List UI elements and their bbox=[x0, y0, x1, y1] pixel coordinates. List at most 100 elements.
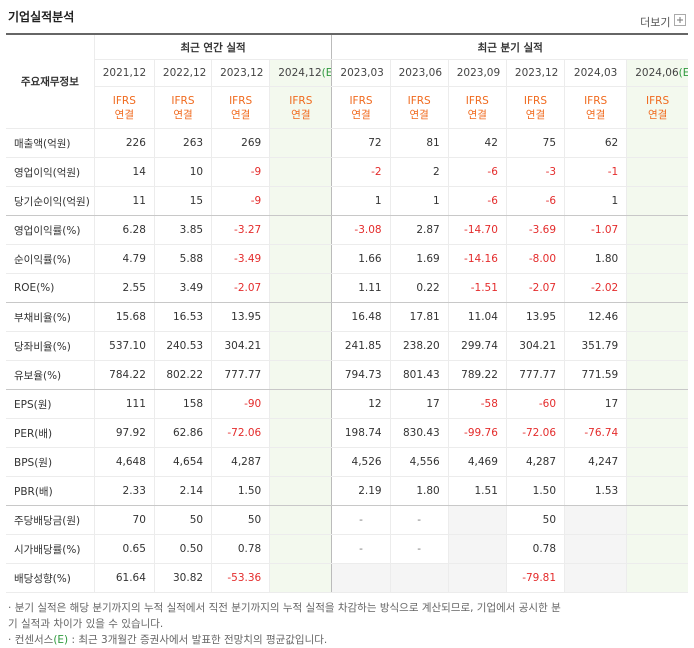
value-cell: 4,287 bbox=[505, 447, 565, 477]
value-cell: 789.22 bbox=[447, 360, 507, 390]
data-row: EPS(원) 111 158 -90 12 17 -58 -60 17 bbox=[6, 389, 688, 419]
value-cell: 62 bbox=[564, 128, 627, 158]
data-row: 영업이익률(%) 6.28 3.85 -3.27 -3.08 2.87 -14.70 -3.6… bbox=[6, 215, 688, 245]
value-cell: -14.16 bbox=[447, 244, 507, 274]
date: 2022,12 bbox=[162, 67, 207, 79]
estimate-mark: (E) bbox=[678, 67, 688, 79]
column-date: 2024,06(E) bbox=[626, 59, 688, 87]
value-cell: 2.33 bbox=[93, 476, 155, 506]
value-cell: 158 bbox=[153, 389, 212, 419]
data-row: 주당배당금(원) 70 50 50- -50 bbox=[6, 505, 688, 535]
value-cell bbox=[447, 505, 507, 535]
data-row: 당좌비율(%) 537.10 240.53 304.21 241.85 238.20 299… bbox=[6, 331, 688, 361]
standard: IFRS bbox=[407, 94, 431, 107]
value-cell bbox=[626, 302, 688, 332]
data-row: BPS(원) 4,648 4,654 4,287 4,526 4,556 4,469 4,28… bbox=[6, 447, 688, 477]
column-standard: IFRS 연결 bbox=[505, 86, 565, 129]
value-cell: 61.64 bbox=[93, 563, 155, 593]
estimate-mark: (E) bbox=[321, 67, 332, 79]
column-date: 2024,03 bbox=[564, 59, 627, 87]
value-cell: 6.28 bbox=[93, 215, 155, 245]
value-cell bbox=[626, 157, 688, 187]
row-label: 당좌비율(%) bbox=[6, 331, 95, 361]
value-cell: 226 bbox=[93, 128, 155, 158]
row-label: PER(배) bbox=[6, 418, 95, 448]
value-cell: 15 bbox=[153, 186, 212, 216]
value-cell: 4,648 bbox=[93, 447, 155, 477]
standard: IFRS bbox=[112, 94, 136, 107]
more-icon[interactable] bbox=[674, 14, 686, 26]
value-cell bbox=[269, 157, 332, 187]
note: · 컨센서스(E) : 최근 3개월간 증권사에서 발표한 전망치의 평균값입니… bbox=[8, 634, 328, 646]
value-cell: -3.08 bbox=[331, 215, 391, 245]
more-text[interactable]: 더보기 bbox=[640, 16, 671, 29]
value-cell bbox=[269, 563, 332, 593]
value-cell: 830.43 bbox=[389, 418, 449, 448]
value-cell bbox=[626, 215, 688, 245]
row-label: 부채비율(%) bbox=[6, 302, 95, 332]
column-standard: IFRS 연결 bbox=[93, 86, 155, 129]
section-title: 기업실적분석 bbox=[8, 10, 75, 24]
value-cell: 81 bbox=[389, 128, 449, 158]
value-cell bbox=[269, 360, 332, 390]
value-cell: 1.66 bbox=[331, 244, 391, 274]
date: 2023,12 bbox=[220, 67, 264, 79]
scope: 연결 bbox=[291, 108, 311, 121]
column-standard: IFRS 연결 bbox=[331, 86, 391, 129]
column-standard: IFRS 연결 bbox=[389, 86, 449, 129]
value-cell: 4,556 bbox=[389, 447, 449, 477]
scope: 연결 bbox=[647, 108, 668, 121]
value-cell: 15.68 bbox=[93, 302, 155, 332]
value-cell: 1.80 bbox=[389, 476, 449, 506]
value-cell bbox=[269, 389, 332, 419]
value-cell: 50 bbox=[153, 505, 212, 535]
value-cell: 2.55 bbox=[93, 273, 155, 303]
value-cell: 16.53 bbox=[153, 302, 212, 332]
value-cell: 0.22 bbox=[389, 273, 449, 303]
date: 2024,12 bbox=[278, 67, 322, 79]
value-cell: 2.14 bbox=[153, 476, 212, 506]
value-cell: -1 bbox=[564, 157, 627, 187]
value-cell: - bbox=[331, 534, 391, 564]
header-row: IFRS 연결 IFRS 연결 IFRS 연결 IFRS 연결 IFRS 연결 IFRS 연결 IFRS… bbox=[6, 86, 688, 129]
column-date: 2023,12 bbox=[505, 59, 565, 87]
value-cell: 14 bbox=[93, 157, 155, 187]
scope: 연결 bbox=[230, 108, 251, 121]
value-cell: 198.74 bbox=[331, 418, 391, 448]
value-cell bbox=[626, 418, 688, 448]
data-row: ROE(%) 2.55 3.49 -2.07 1.11 0.22 -1.51 -2.07 -2.… bbox=[6, 273, 688, 303]
scope: 연결 bbox=[525, 108, 546, 121]
value-cell: -79.81 bbox=[505, 563, 565, 593]
value-cell bbox=[269, 534, 332, 564]
value-cell: 12.46 bbox=[564, 302, 627, 332]
column-standard: IFRS 연결 bbox=[269, 86, 332, 129]
data-row: 순이익률(%) 4.79 5.88 -3.49 1.66 1.69 -14.16 -8.00 1… bbox=[6, 244, 688, 274]
value-cell bbox=[626, 505, 688, 535]
value-cell: 10 bbox=[153, 157, 212, 187]
more-link[interactable]: 더보기 bbox=[640, 14, 686, 30]
value-cell: 97.92 bbox=[93, 418, 155, 448]
value-cell: 13.95 bbox=[211, 302, 270, 332]
value-cell: - bbox=[331, 505, 391, 535]
row-label: 당기순이익(억원) bbox=[6, 186, 95, 216]
value-cell bbox=[447, 563, 507, 593]
date: 2023,03 bbox=[340, 67, 384, 79]
row-label: ROE(%) bbox=[6, 273, 95, 303]
value-cell: 801.43 bbox=[389, 360, 449, 390]
value-cell: 1.53 bbox=[564, 476, 627, 506]
value-cell: 12 bbox=[331, 389, 391, 419]
value-cell: 4,526 bbox=[331, 447, 391, 477]
value-cell: -6 bbox=[447, 186, 507, 216]
header-row: 2021,122022,122023,122024,12(E)2023,0320… bbox=[6, 59, 688, 87]
scope: 연결 bbox=[585, 108, 606, 121]
value-cell bbox=[626, 244, 688, 274]
row-label: PBR(배) bbox=[6, 476, 95, 506]
value-cell: 1.50 bbox=[505, 476, 565, 506]
value-cell: 70 bbox=[93, 505, 155, 535]
column-date: 2023,12 bbox=[211, 59, 270, 87]
value-cell: 784.22 bbox=[93, 360, 155, 390]
value-cell: 11 bbox=[93, 186, 155, 216]
value-cell bbox=[269, 476, 332, 506]
value-cell bbox=[269, 331, 332, 361]
row-label: 시가배당률(%) bbox=[6, 534, 95, 564]
